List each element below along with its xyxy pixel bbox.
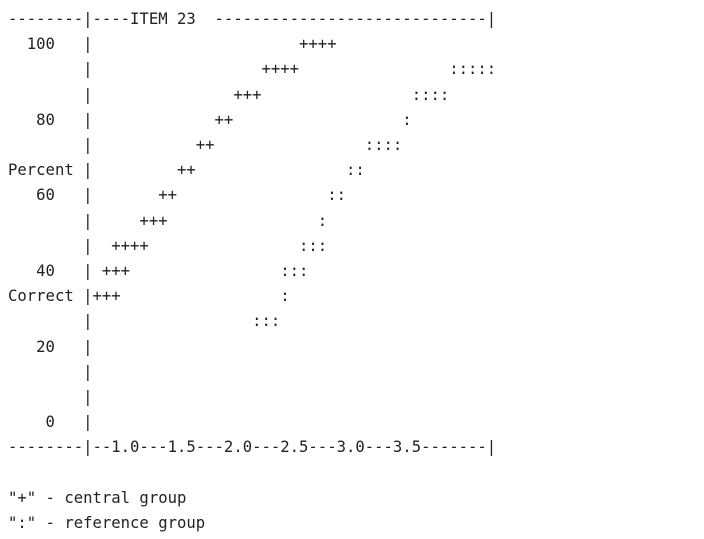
plot-row-y60: 60 | ++ :: — [8, 186, 346, 205]
plot-row: | ::: — [8, 312, 281, 331]
plot-row: | — [8, 362, 93, 381]
plot-row-y20: 20 | — [8, 337, 93, 356]
plot-row-y0: 0 | — [8, 413, 93, 432]
plot-row: | +++ :::: — [8, 85, 459, 104]
ascii-plot: --------|----ITEM 23 -------------------… — [8, 7, 506, 536]
legend-reference-group: ":" - reference group — [8, 514, 206, 533]
plot-row-y100: 100 | ++++ — [8, 35, 337, 54]
plot-row-percent-label: Percent | ++ :: — [8, 161, 365, 180]
plot-row-correct-label: Correct |+++ : — [8, 287, 290, 306]
plot-row-y40: 40 | +++ ::: — [8, 262, 309, 281]
plot-row: | — [8, 388, 93, 407]
legend-central-group: "+" - central group — [8, 488, 187, 507]
plot-row: | ++ :::: — [8, 136, 403, 155]
plot-row: | +++ : — [8, 211, 328, 230]
title-rule-line: --------|----ITEM 23 -------------------… — [8, 10, 497, 28]
x-axis-line: --------|--1.0---1.5---2.0---2.5---3.0--… — [8, 438, 497, 457]
plot-row: | ++++ ::::: — [8, 60, 506, 79]
plot-row: | ++++ ::: — [8, 236, 328, 255]
plot-row-y80: 80 | ++ : — [8, 110, 412, 129]
